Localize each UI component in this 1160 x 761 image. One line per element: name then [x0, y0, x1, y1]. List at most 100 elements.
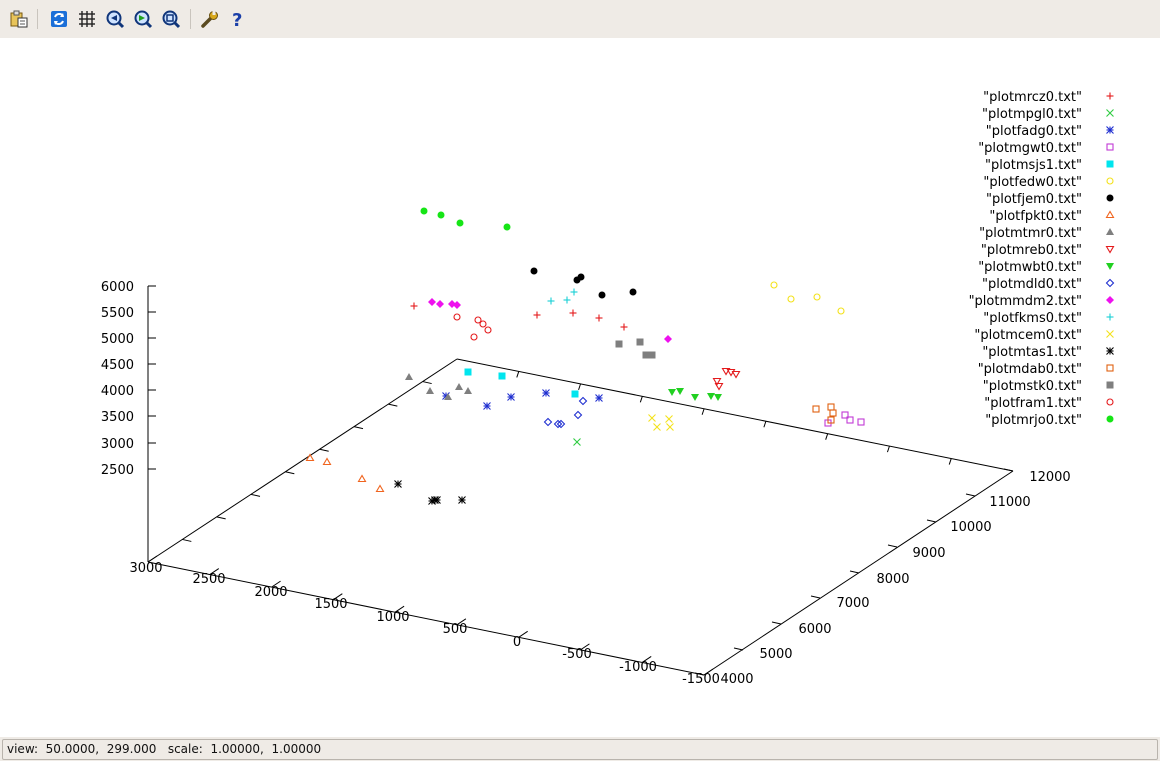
y-tick — [578, 383, 582, 391]
zoom-next-icon[interactable] — [132, 8, 154, 30]
z-tick-label: 4000 — [101, 384, 134, 399]
x-tick-label: -1500 — [682, 672, 720, 687]
legend-label: "plotfedw0.txt" — [983, 175, 1082, 190]
data-point — [464, 387, 472, 394]
legend-marker — [1106, 381, 1114, 389]
data-point — [712, 377, 722, 386]
data-point — [573, 438, 581, 446]
x-tick — [333, 593, 343, 601]
data-point — [841, 411, 849, 419]
data-point — [394, 480, 402, 488]
legend-label: "plotmrjo0.txt" — [985, 413, 1082, 428]
data-point — [648, 414, 656, 422]
data-point — [846, 416, 854, 424]
legend-label: "plotmmdm2.txt" — [969, 294, 1082, 309]
data-point — [770, 281, 778, 289]
x-tick — [285, 471, 295, 475]
data-point — [714, 382, 724, 391]
x-tick — [388, 403, 398, 407]
y-tick — [1003, 468, 1014, 472]
legend-marker — [1106, 313, 1114, 321]
x-tick — [182, 538, 192, 542]
data-point — [827, 416, 835, 424]
legend-marker — [1106, 296, 1114, 304]
y-tick — [948, 458, 952, 465]
data-point — [455, 383, 463, 390]
legend-label: "plotmgwt0.txt" — [978, 141, 1082, 156]
y-tick — [887, 544, 898, 548]
data-point — [433, 496, 441, 504]
help-icon[interactable]: ? — [227, 8, 249, 30]
data-point — [829, 409, 837, 417]
x-tick — [703, 668, 714, 676]
data-point — [668, 389, 676, 396]
data-point — [547, 297, 555, 305]
data-point — [453, 301, 461, 309]
x-tick — [209, 568, 220, 575]
data-point — [653, 423, 661, 431]
data-point — [707, 393, 715, 400]
toolbar-separator — [37, 9, 38, 29]
legend-marker — [1105, 210, 1115, 219]
settings-wrench-icon[interactable] — [199, 8, 221, 30]
grid-icon[interactable] — [76, 8, 98, 30]
data-point — [428, 298, 436, 306]
data-point — [464, 368, 472, 376]
toolbar-separator — [190, 9, 191, 29]
data-point — [556, 419, 566, 429]
legend-marker — [1106, 364, 1114, 372]
x-tick-label: -500 — [562, 647, 592, 662]
x-tick-label: 2000 — [254, 585, 287, 600]
legend: "plotmrcz0.txt" "plotmpgl0.txt" "plotfadg0… — [969, 90, 1115, 428]
y-tick-label: 6000 — [798, 622, 831, 637]
data-point — [857, 418, 865, 426]
legend-marker — [1105, 278, 1115, 288]
y-tick — [516, 371, 520, 378]
y-tick — [733, 647, 744, 651]
legend-marker — [1106, 263, 1114, 270]
x-tick — [250, 493, 261, 497]
data-point — [570, 288, 578, 296]
legend-marker — [1106, 143, 1114, 151]
data-point — [405, 373, 413, 380]
data-point — [573, 410, 583, 420]
data-point — [436, 300, 444, 308]
legend-label: "plotfpkt0.txt" — [989, 209, 1082, 224]
data-point — [543, 417, 553, 427]
data-point — [813, 293, 821, 301]
replot-icon[interactable] — [48, 8, 70, 30]
data-point — [636, 338, 644, 346]
data-point — [305, 453, 315, 462]
data-point — [787, 295, 795, 303]
autoscale-icon[interactable] — [160, 8, 182, 30]
x-tick-label: 2500 — [192, 572, 225, 587]
x-tick-label: 1000 — [376, 610, 409, 625]
y-tick — [886, 445, 890, 453]
data-point — [444, 393, 452, 400]
x-tick — [518, 630, 528, 638]
copy-to-clipboard-icon[interactable] — [8, 8, 30, 30]
x-tick — [319, 448, 329, 452]
data-point — [553, 419, 563, 429]
legend-marker — [1106, 109, 1114, 117]
data-point — [642, 351, 650, 359]
y-tick — [926, 519, 937, 523]
view-value: 50.0000, 299.000 — [45, 742, 157, 756]
data-point — [498, 372, 506, 380]
zoom-previous-icon[interactable] — [104, 8, 126, 30]
svg-text:?: ? — [232, 10, 242, 29]
axis-line — [147, 358, 458, 563]
legend-label: "plotmtas1.txt" — [982, 345, 1082, 360]
data-point — [563, 296, 571, 304]
data-point — [507, 393, 515, 401]
legend-label: "plotfkms0.txt" — [983, 311, 1082, 326]
data-point — [676, 388, 684, 395]
y-tick-label: 12000 — [1029, 470, 1070, 485]
legend-marker — [1106, 398, 1114, 406]
legend-marker — [1106, 92, 1114, 100]
y-tick — [771, 621, 782, 625]
x-tick — [422, 381, 432, 385]
legend-label: "plotfjem0.txt" — [986, 192, 1082, 207]
data-point — [731, 370, 741, 379]
x-tick-label: 0 — [513, 635, 521, 650]
